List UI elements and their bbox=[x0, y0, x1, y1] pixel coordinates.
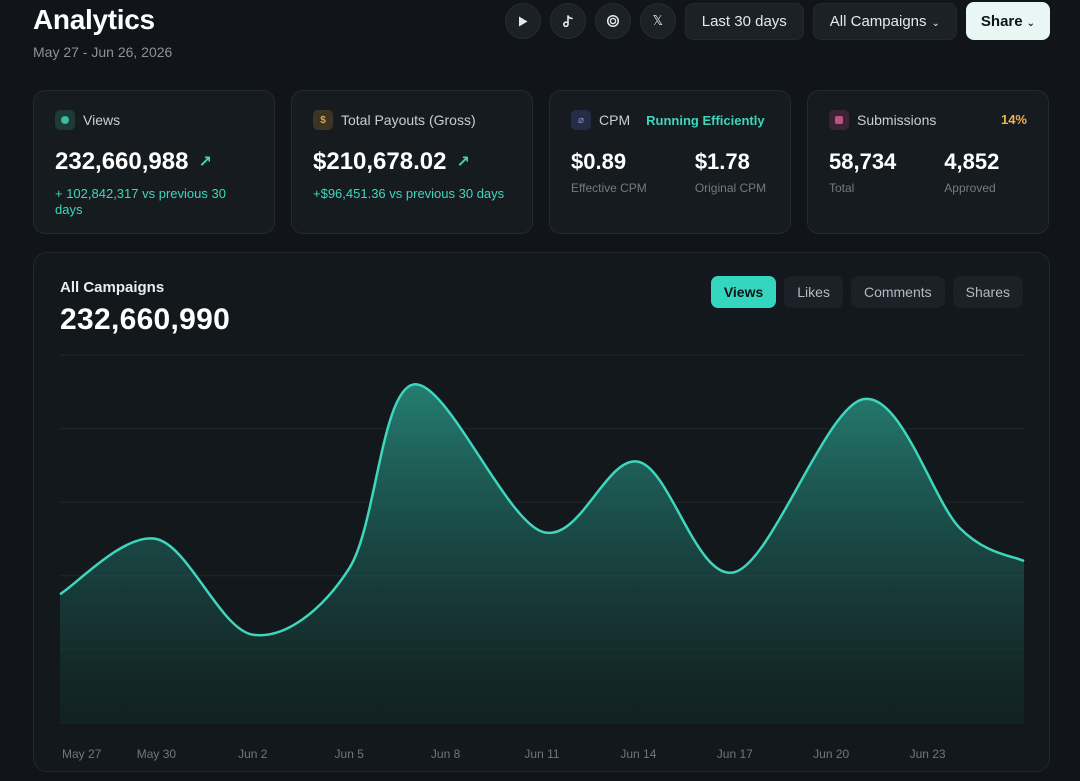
eye-icon bbox=[55, 110, 75, 130]
x-tick-label: Jun 20 bbox=[813, 747, 849, 761]
views-area bbox=[60, 384, 1024, 723]
share-button[interactable]: Share ⌄ bbox=[965, 2, 1050, 40]
metric-tabs: Views Likes Comments Shares bbox=[710, 276, 1023, 308]
submissions-card: Submissions 14% 58,734 Total 4,852 Appro… bbox=[807, 90, 1049, 234]
play-icon bbox=[518, 16, 528, 26]
tab-likes[interactable]: Likes bbox=[784, 276, 843, 308]
music-note-icon bbox=[562, 14, 573, 27]
submissions-total-value: 58,734 bbox=[829, 149, 897, 174]
chevron-down-icon: ⌄ bbox=[931, 17, 940, 29]
trend-up-icon: ↗ bbox=[456, 154, 470, 171]
submissions-approved-label: Approved bbox=[944, 181, 996, 195]
cpm-card: ⌀ CPM Running Efficiently $0.89 Effectiv… bbox=[549, 90, 791, 234]
submissions-icon bbox=[829, 110, 849, 130]
ring-icon bbox=[606, 14, 619, 28]
tab-comments[interactable]: Comments bbox=[850, 276, 945, 308]
x-tick-label: Jun 11 bbox=[524, 747, 559, 761]
chart-label: All Campaigns bbox=[60, 279, 165, 296]
original-cpm-label: Original CPM bbox=[694, 181, 767, 195]
payouts-card-title: Total Payouts (Gross) bbox=[341, 112, 476, 128]
toolbar: 𝕏 Last 30 days All Campaigns ⌄ Share ⌄ bbox=[504, 2, 1050, 40]
dollar-icon: $ bbox=[313, 110, 333, 130]
x-tick-label: Jun 5 bbox=[335, 747, 365, 761]
original-cpm-value: $1.78 bbox=[694, 149, 750, 174]
views-area-chart: May 27 May 30 Jun 2 Jun 5 Jun 8 Jun 11 Jun 14 J… bbox=[59, 354, 1025, 761]
instagram-filter-button[interactable] bbox=[594, 3, 631, 39]
chart-total: 232,660,990 bbox=[60, 303, 231, 336]
x-filter-button[interactable]: 𝕏 bbox=[639, 3, 676, 39]
x-tick-label: Jun 17 bbox=[717, 747, 753, 761]
x-icon: 𝕏 bbox=[652, 13, 663, 28]
x-tick-label: May 30 bbox=[137, 747, 177, 761]
effective-cpm-value: $0.89 bbox=[571, 149, 627, 174]
campaign-select[interactable]: All Campaigns ⌄ bbox=[812, 2, 957, 40]
x-tick-label: Jun 23 bbox=[910, 747, 946, 761]
period-select[interactable]: Last 30 days bbox=[684, 2, 804, 40]
views-card: Views 232,660,988 ↗ + 102,842,317 vs pre… bbox=[33, 90, 275, 234]
page-title: Analytics bbox=[33, 4, 155, 35]
submissions-total-label: Total bbox=[829, 181, 855, 195]
tab-views[interactable]: Views bbox=[710, 276, 777, 308]
x-tick-label: May 27 bbox=[62, 747, 102, 761]
payouts-value: $210,678.02 bbox=[313, 148, 447, 175]
payouts-card: $ Total Payouts (Gross) $210,678.02 ↗ +$… bbox=[291, 90, 533, 234]
effective-cpm-label: Effective CPM bbox=[571, 181, 647, 195]
campaign-select-label: All Campaigns bbox=[829, 12, 927, 30]
status-badge: Running Efficiently bbox=[646, 112, 765, 128]
views-line bbox=[59, 383, 1025, 637]
x-tick-label: Jun 8 bbox=[431, 747, 461, 761]
submissions-approved-value: 4,852 bbox=[944, 149, 1000, 174]
payouts-delta: +$96,451.36 vs previous 30 days bbox=[313, 186, 505, 201]
submissions-card-title: Submissions bbox=[857, 112, 937, 128]
views-value: 232,660,988 bbox=[55, 148, 189, 175]
cpm-icon: ⌀ bbox=[571, 110, 591, 130]
views-card-title: Views bbox=[83, 112, 121, 128]
approval-rate-badge: 14% bbox=[1000, 112, 1027, 127]
tiktok-filter-button[interactable] bbox=[549, 3, 586, 39]
stat-cards: Views 232,660,988 ↗ + 102,842,317 vs pre… bbox=[33, 90, 1049, 234]
share-button-label: Share bbox=[980, 12, 1023, 30]
chevron-down-icon: ⌄ bbox=[1026, 17, 1035, 29]
tab-shares[interactable]: Shares bbox=[952, 276, 1023, 308]
cpm-card-title: CPM bbox=[599, 112, 631, 128]
youtube-filter-button[interactable] bbox=[504, 3, 541, 39]
x-tick-label: Jun 14 bbox=[620, 747, 656, 761]
x-tick-label: Jun 2 bbox=[238, 747, 268, 761]
date-range: May 27 - Jun 26, 2026 bbox=[33, 44, 173, 60]
page-header: Analytics May 27 - Jun 26, 2026 bbox=[33, 4, 172, 60]
trend-up-icon: ↗ bbox=[198, 154, 212, 171]
period-select-label: Last 30 days bbox=[701, 12, 787, 30]
views-delta: + 102,842,317 vs previous 30 days bbox=[55, 186, 226, 217]
campaign-chart-panel: May 27 May 30 Jun 2 Jun 5 Jun 8 Jun 11 Jun 14 J… bbox=[33, 252, 1050, 772]
